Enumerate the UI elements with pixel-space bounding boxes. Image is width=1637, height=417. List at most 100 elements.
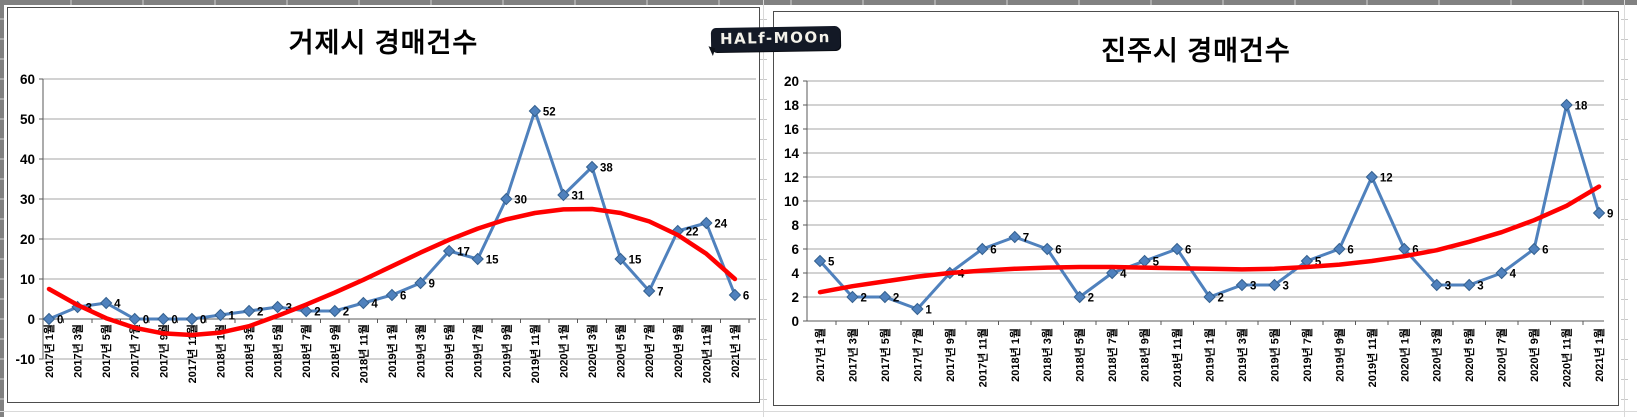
svg-text:2020년 3월: 2020년 3월 (585, 324, 599, 378)
x-axis-labels: 2017년 1월 2017년 3월 2017년 5월 2017년 7월 2017년 9월… (813, 328, 1606, 387)
svg-text:2018년 5월: 2018년 5월 (271, 324, 285, 378)
svg-text:31: 31 (571, 191, 584, 203)
svg-text:2: 2 (791, 290, 799, 305)
chart-panel-geoje: 거제시 경매건수 -10 0 10 20 30 40 50 60 2017년 1월 2017년 3… (7, 7, 760, 403)
svg-text:4: 4 (1510, 269, 1517, 281)
svg-text:0: 0 (143, 315, 149, 327)
svg-text:4: 4 (371, 299, 378, 311)
svg-text:2020년 7월: 2020년 7월 (642, 324, 656, 378)
svg-text:2018년 7월: 2018년 7월 (299, 324, 313, 378)
svg-text:7: 7 (657, 287, 663, 299)
svg-text:3: 3 (1445, 281, 1451, 293)
svg-text:38: 38 (600, 163, 613, 175)
svg-text:6: 6 (743, 291, 749, 303)
svg-text:2020년 11월: 2020년 11월 (1560, 328, 1574, 387)
svg-text:2019년 9월: 2019년 9월 (1332, 328, 1346, 382)
svg-text:16: 16 (784, 122, 800, 137)
svg-text:2017년 11월: 2017년 11월 (975, 328, 989, 387)
svg-text:2: 2 (860, 293, 866, 305)
svg-text:6: 6 (1542, 245, 1548, 257)
svg-text:22: 22 (686, 227, 699, 239)
svg-text:4: 4 (1120, 269, 1127, 281)
svg-text:50: 50 (20, 112, 35, 127)
svg-text:2019년 9월: 2019년 9월 (499, 324, 513, 378)
svg-text:2018년 9월: 2018년 9월 (1138, 328, 1152, 382)
svg-text:2020년 9월: 2020년 9월 (671, 324, 685, 378)
svg-text:2: 2 (257, 307, 263, 319)
svg-text:2018년 1월: 2018년 1월 (1008, 328, 1022, 382)
svg-text:0: 0 (791, 314, 799, 329)
svg-text:6: 6 (1412, 245, 1418, 257)
sheet-gridline-bottom (0, 411, 1637, 412)
svg-text:2018년 1월: 2018년 1월 (213, 324, 227, 378)
svg-text:4: 4 (114, 299, 121, 311)
svg-text:8: 8 (791, 218, 799, 233)
svg-text:2021년 1월: 2021년 1월 (1592, 328, 1606, 382)
svg-text:9: 9 (1607, 209, 1613, 221)
svg-text:2019년 5월: 2019년 5월 (1267, 328, 1281, 382)
svg-text:10: 10 (784, 194, 799, 209)
series-line (818, 103, 1601, 311)
svg-text:0: 0 (171, 315, 177, 327)
gridlines (43, 78, 756, 360)
svg-text:2017년 1월: 2017년 1월 (42, 324, 56, 378)
svg-text:2017년 7월: 2017년 7월 (128, 324, 142, 378)
svg-text:2: 2 (1218, 293, 1224, 305)
svg-text:2021년 1월: 2021년 1월 (728, 324, 742, 378)
svg-text:15: 15 (486, 255, 499, 267)
svg-text:2018년 3월: 2018년 3월 (242, 324, 256, 378)
svg-text:3: 3 (1250, 281, 1256, 293)
chart-panel-jinju: 진주시 경매건수 0 2 4 6 8 10 12 14 16 18 20 2017년 1월 2017년 … (773, 11, 1619, 406)
data-labels: 5 2 2 1 4 6 7 6 2 4 5 6 2 3 3 5 6 12 6 3 3 4 6 18 9 (828, 101, 1613, 317)
svg-text:0: 0 (200, 315, 206, 327)
svg-text:2017년 1월: 2017년 1월 (813, 328, 827, 382)
svg-text:2019년 5월: 2019년 5월 (442, 324, 456, 378)
svg-text:2: 2 (343, 307, 349, 319)
svg-text:2017년 11월: 2017년 11월 (185, 324, 199, 383)
svg-text:6: 6 (1347, 245, 1353, 257)
y-axis (803, 80, 1584, 325)
y-axis-labels: 0 2 4 6 8 10 12 14 16 18 20 (784, 74, 800, 329)
svg-text:2020년 5월: 2020년 5월 (614, 324, 628, 378)
x-axis-labels: 2017년 1월 2017년 3월 2017년 5월 2017년 7월 2017년 9월… (42, 324, 742, 383)
svg-text:5: 5 (828, 257, 835, 269)
trend-line (46, 206, 738, 338)
svg-text:-10: -10 (15, 352, 35, 367)
svg-text:7: 7 (1023, 233, 1029, 245)
chart-title-geoje: 거제시 경매건수 (288, 28, 479, 58)
svg-text:12: 12 (1380, 173, 1393, 185)
logo-text: HALf-MOOn (719, 28, 831, 48)
svg-text:2017년 7월: 2017년 7월 (910, 328, 924, 382)
sheet-left-edge (0, 0, 4, 417)
svg-text:2017년 3월: 2017년 3월 (71, 324, 85, 378)
svg-text:2020년 1월: 2020년 1월 (1397, 328, 1411, 382)
svg-text:2: 2 (314, 307, 320, 319)
svg-text:2018년 7월: 2018년 7월 (1105, 328, 1119, 382)
svg-text:2020년 3월: 2020년 3월 (1430, 328, 1444, 382)
sheet-gridline-right (1621, 0, 1628, 417)
svg-text:2020년 9월: 2020년 9월 (1527, 328, 1541, 382)
svg-text:2018년 11월: 2018년 11월 (1170, 328, 1184, 387)
svg-text:2018년 5월: 2018년 5월 (1073, 328, 1087, 382)
svg-text:2: 2 (893, 293, 899, 305)
svg-text:4: 4 (958, 269, 965, 281)
svg-text:2019년 1월: 2019년 1월 (1203, 328, 1217, 382)
svg-text:14: 14 (784, 146, 800, 161)
svg-text:10: 10 (20, 272, 35, 287)
half-moon-logo: HALf-MOOn (710, 25, 841, 53)
svg-text:30: 30 (20, 192, 35, 207)
svg-text:2019년 7월: 2019년 7월 (1300, 328, 1314, 382)
svg-text:2018년 11월: 2018년 11월 (356, 324, 370, 383)
svg-text:2019년 11월: 2019년 11월 (1365, 328, 1379, 387)
svg-text:9: 9 (429, 279, 435, 291)
trend-line (817, 184, 1602, 295)
svg-text:3: 3 (1282, 281, 1288, 293)
svg-text:40: 40 (20, 152, 35, 167)
svg-text:6: 6 (990, 245, 996, 257)
svg-text:0: 0 (57, 315, 63, 327)
svg-text:2017년 5월: 2017년 5월 (878, 328, 892, 382)
svg-text:6: 6 (791, 242, 799, 257)
svg-text:15: 15 (629, 255, 642, 267)
